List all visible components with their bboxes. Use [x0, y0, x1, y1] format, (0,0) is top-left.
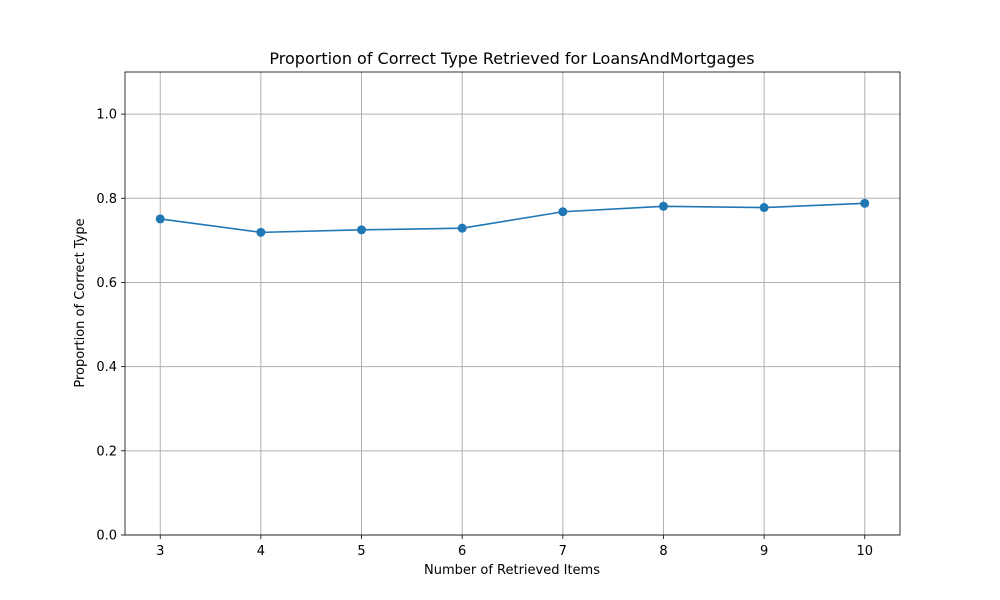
data-point: [658, 201, 668, 211]
y-tick-label: 0.4: [96, 360, 117, 375]
data-point: [860, 198, 870, 208]
y-axis-label: Proportion of Correct Type: [73, 218, 88, 387]
data-point: [457, 223, 467, 233]
x-tick-label: 10: [856, 544, 873, 559]
grid-layer: [125, 72, 900, 536]
labels-layer: Proportion of Correct Type Retrieved for…: [73, 49, 755, 578]
x-tick-label: 9: [760, 544, 768, 559]
x-axis-label: Number of Retrieved Items: [424, 563, 600, 578]
x-tick-label: 8: [659, 544, 667, 559]
x-tick-label: 6: [458, 544, 466, 559]
y-tick-label: 0.8: [96, 192, 117, 207]
axes-layer: 3 4 5 6 7 8 9 10 0.0 0.2 0.4 0.6 0.8 1.0: [96, 71, 901, 559]
y-tick-label: 0.2: [96, 444, 117, 459]
data-point: [256, 227, 266, 237]
y-tick-label: 1.0: [96, 108, 117, 123]
series-line: [160, 202, 865, 234]
x-tick-label: 3: [156, 544, 164, 559]
x-tick-label: 7: [559, 544, 567, 559]
series-layer: [155, 198, 870, 237]
data-point: [155, 214, 165, 224]
chart-title: Proportion of Correct Type Retrieved for…: [269, 49, 754, 68]
y-tick-label: 0.0: [96, 529, 117, 544]
y-tick-label: 0.6: [96, 276, 117, 291]
x-tick-label: 5: [357, 544, 365, 559]
plot-frame: [124, 71, 901, 536]
data-point: [357, 225, 367, 235]
data-point: [558, 207, 568, 217]
data-point: [759, 203, 769, 213]
x-tick-label: 4: [257, 544, 265, 559]
